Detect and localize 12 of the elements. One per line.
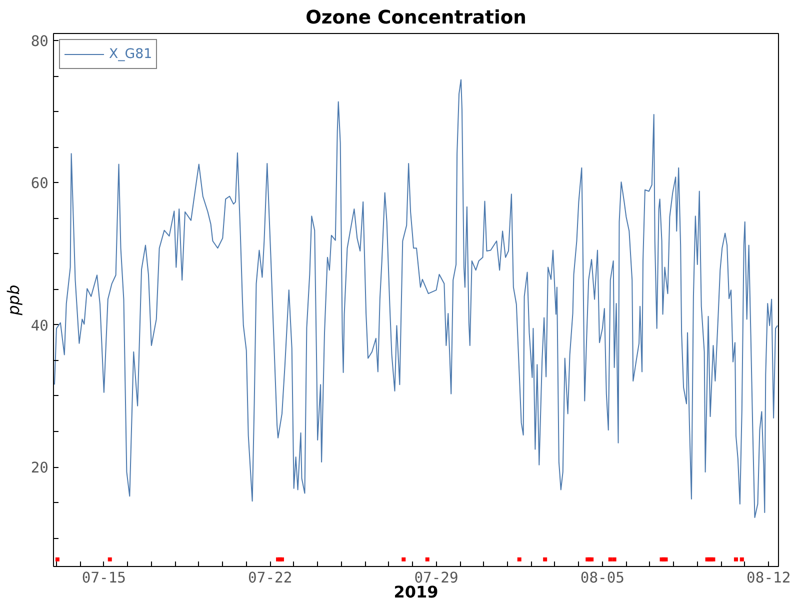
x-tick-label: 07-22 <box>248 570 292 586</box>
y-tick-label: 80 <box>30 33 49 50</box>
x-tick-label: 07-15 <box>82 570 126 586</box>
y-tick-label: 20 <box>30 460 49 477</box>
line-series <box>54 79 778 518</box>
x-tick-label: 08-05 <box>580 570 625 586</box>
x-tick-label: 08-12 <box>746 570 791 586</box>
y-tick-label: 60 <box>30 175 49 192</box>
legend-label: X_G81 <box>109 46 152 62</box>
chart-title: Ozone Concentration <box>306 8 526 28</box>
y-axis-title: ppb <box>4 284 23 316</box>
y-tick-label: 40 <box>30 317 49 334</box>
